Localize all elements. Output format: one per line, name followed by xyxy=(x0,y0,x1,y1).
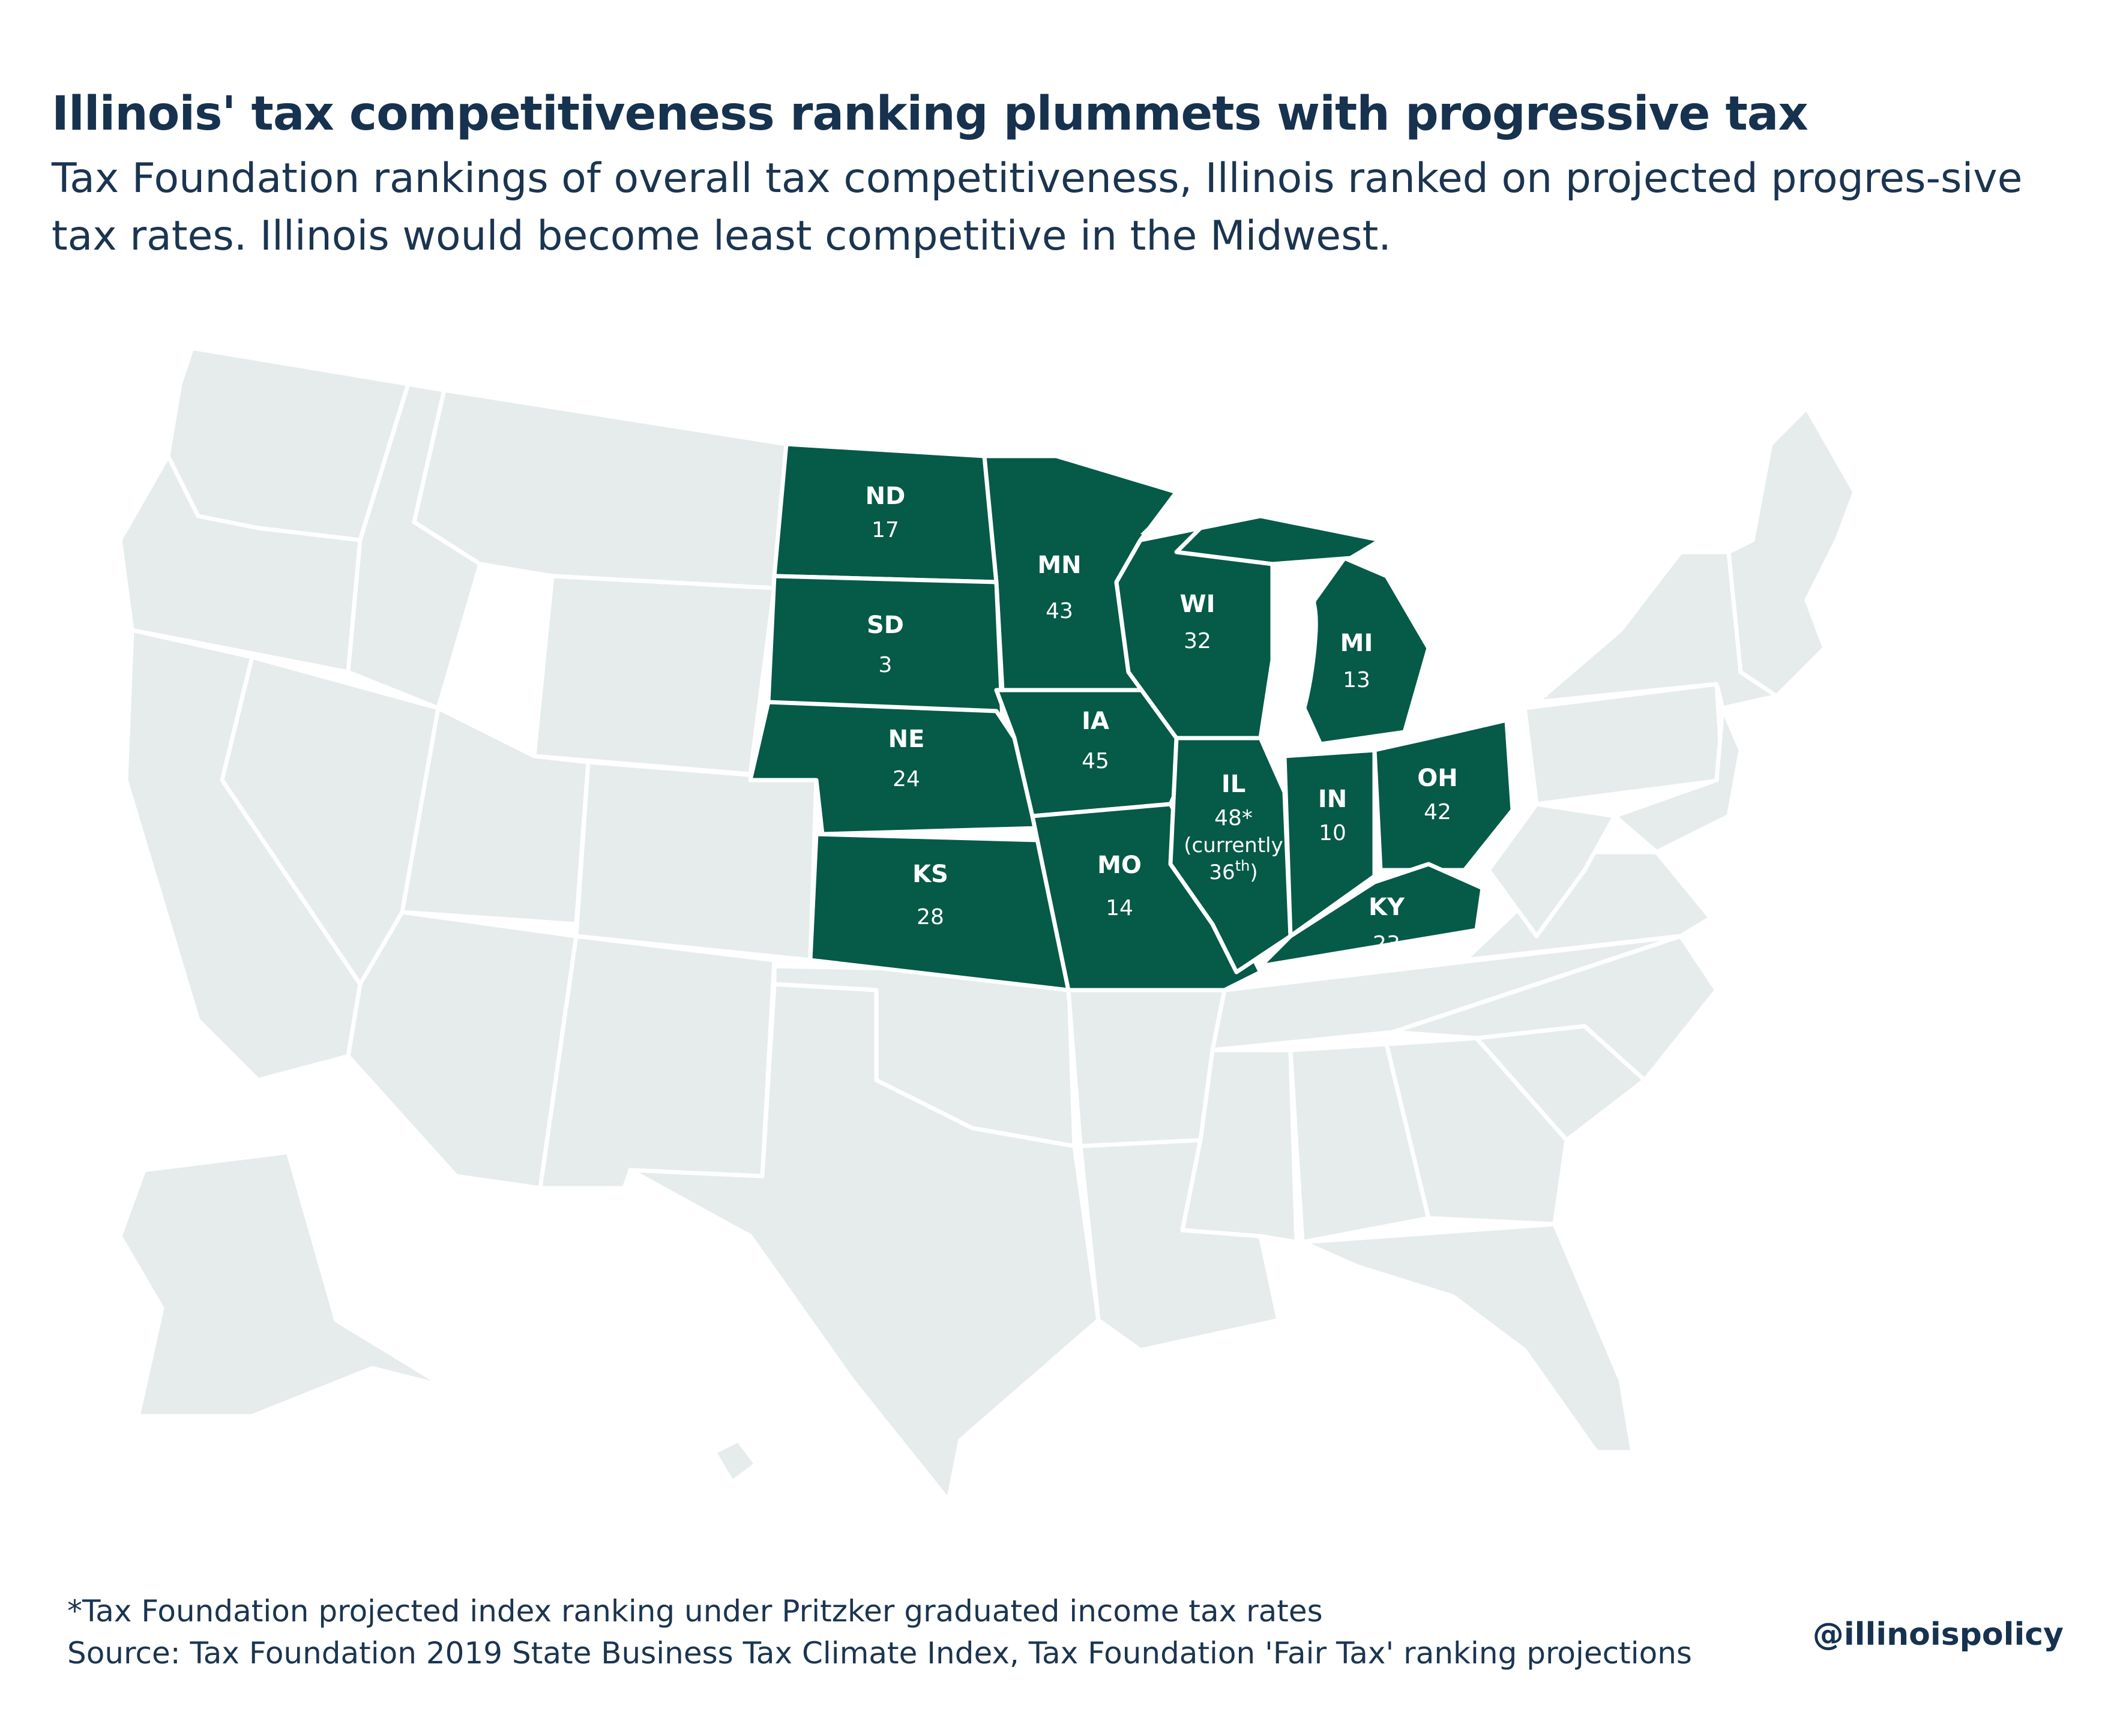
state-rank-wi: 32 xyxy=(1184,629,1211,653)
state-note-il-line1: (currently xyxy=(1184,833,1283,857)
state-note-il-superscript: th xyxy=(1235,857,1250,874)
state-label-ne: NE xyxy=(888,725,925,753)
state-shape-tx xyxy=(628,982,1101,1503)
state-shape-nm xyxy=(538,934,777,1191)
state-rank-ks: 28 xyxy=(917,905,944,930)
state-shape-mid-atlantic xyxy=(1612,706,1743,854)
chart-title: Illinois' tax competitiveness ranking pl… xyxy=(52,87,1808,141)
state-shape-il xyxy=(1168,736,1293,975)
state-label-nd: ND xyxy=(866,482,906,510)
state-shape-az xyxy=(346,910,579,1191)
state-shape-co xyxy=(574,760,819,963)
state-shape-ne xyxy=(748,700,1041,836)
state-label-mn: MN xyxy=(1037,551,1081,579)
state-label-sd: SD xyxy=(867,611,904,639)
state-rank-ky: 23 xyxy=(1373,932,1400,957)
state-shape-mo xyxy=(1030,802,1263,993)
state-label-il: IL xyxy=(1221,770,1245,798)
state-rank-il: 48* xyxy=(1214,806,1253,830)
state-shape-mi-up xyxy=(1174,514,1383,566)
lake-erie xyxy=(1441,691,1549,724)
state-label-ky: KY xyxy=(1369,894,1405,921)
state-label-oh: OH xyxy=(1417,764,1457,792)
state-rank-mi: 13 xyxy=(1343,668,1370,692)
state-rank-in: 10 xyxy=(1319,821,1346,845)
state-note-il-number: 36 xyxy=(1209,860,1235,885)
background-states xyxy=(118,346,1857,1503)
footnote-source: Source: Tax Foundation 2019 State Busine… xyxy=(67,1636,1692,1671)
state-rank-nd: 17 xyxy=(872,518,899,542)
state-label-in: IN xyxy=(1318,785,1347,813)
state-shape-in xyxy=(1282,748,1377,939)
footnote: *Tax Foundation projected index ranking … xyxy=(67,1590,1808,1674)
state-shape-ky xyxy=(1258,862,1485,969)
state-shape-oh xyxy=(1372,718,1515,873)
state-shape-sd xyxy=(766,574,1005,722)
state-shape-wi xyxy=(1114,526,1275,740)
state-shape-mt xyxy=(412,388,789,590)
state-shape-fl xyxy=(1300,1222,1635,1455)
state-rank-oh: 42 xyxy=(1424,800,1451,824)
state-label-ia: IA xyxy=(1082,707,1109,735)
state-note-il-close: ) xyxy=(1250,860,1257,885)
social-handle: @illinoispolicy xyxy=(1812,1617,2064,1653)
state-label-wi: WI xyxy=(1179,590,1215,618)
great-lakes xyxy=(1140,485,1549,750)
state-shape-nd xyxy=(772,442,999,584)
state-label-ks: KS xyxy=(912,860,948,888)
state-shape-wy xyxy=(532,574,777,776)
lake-superior xyxy=(1140,485,1230,535)
state-shape-ak xyxy=(118,1150,447,1419)
chart-subtitle: Tax Foundation rankings of overall tax c… xyxy=(52,155,2023,260)
state-rank-mo: 14 xyxy=(1106,896,1133,921)
state-rank-sd: 3 xyxy=(879,653,893,677)
state-rank-ia: 45 xyxy=(1082,749,1109,773)
state-shape-wv xyxy=(1486,802,1617,939)
state-label-mi: MI xyxy=(1340,629,1373,657)
state-rank-mn: 43 xyxy=(1046,599,1073,623)
state-shape-hi xyxy=(712,1438,759,1485)
state-rank-ne: 24 xyxy=(893,767,920,791)
state-label-mo: MO xyxy=(1097,851,1142,879)
state-labels: ND 17 SD 3 NE 24 KS 28 MN 43 IA 45 MO 14… xyxy=(866,482,1458,957)
highlighted-states xyxy=(748,442,1515,993)
state-shape-new-england xyxy=(1726,406,1857,698)
state-note-il-line2: 36th) xyxy=(1209,857,1257,885)
lake-michigan xyxy=(1278,584,1318,750)
footnote-asterisk-note: *Tax Foundation projected index ranking … xyxy=(67,1594,1323,1629)
